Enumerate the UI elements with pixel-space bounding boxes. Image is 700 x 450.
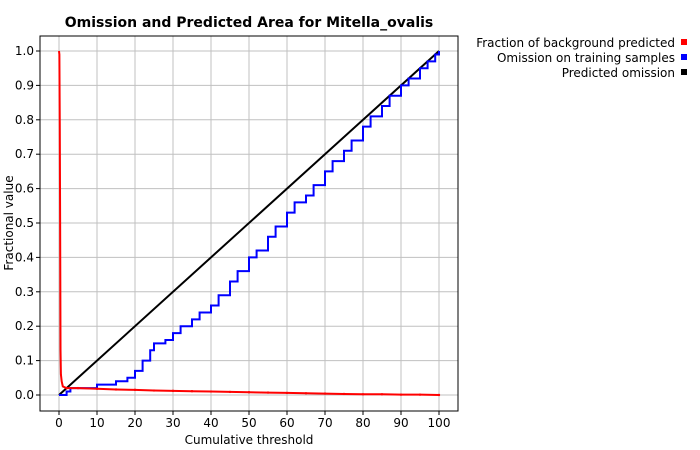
fraction-of-background-predicted-point xyxy=(266,391,270,394)
legend-label-predicted-omission: Predicted omission xyxy=(562,66,675,80)
fraction-of-background-predicted-point xyxy=(76,386,80,390)
fraction-of-background-predicted-point xyxy=(418,393,422,396)
legend-swatch-omission-on-training-samples xyxy=(681,54,687,60)
x-tick-label: 90 xyxy=(393,416,408,430)
y-tick-label: 0.7 xyxy=(15,147,34,161)
predicted-omission-line xyxy=(58,50,440,396)
y-tick-label: 0.4 xyxy=(15,250,34,264)
fraction-of-background-predicted-point xyxy=(323,392,327,395)
y-tick-label: 0.5 xyxy=(15,216,34,230)
fraction-of-background-predicted-point xyxy=(65,386,68,390)
x-tick-label: 70 xyxy=(317,416,332,430)
fraction-of-background-predicted-point xyxy=(361,393,365,396)
fraction-of-background-predicted-point xyxy=(228,390,232,394)
y-tick-label: 0.6 xyxy=(15,182,34,196)
legend: Fraction of background predictedOmission… xyxy=(476,36,687,80)
fraction-of-background-predicted-point xyxy=(95,387,99,391)
x-tick-label: 80 xyxy=(355,416,370,430)
legend-swatch-predicted-omission xyxy=(681,69,687,75)
x-tick-label: 20 xyxy=(127,416,142,430)
y-tick-label: 1.0 xyxy=(15,44,34,58)
x-tick-label: 60 xyxy=(279,416,294,430)
fraction-of-background-predicted-point xyxy=(380,393,384,396)
fraction-of-background-predicted-point xyxy=(152,389,156,392)
x-tick-label: 50 xyxy=(241,416,256,430)
fraction-of-background-predicted-point xyxy=(209,390,213,393)
legend-label-fraction-of-background-predicted: Fraction of background predicted xyxy=(476,36,675,50)
x-tick-label: 100 xyxy=(428,416,451,430)
fraction-of-background-predicted-point xyxy=(304,392,308,395)
fraction-of-background-predicted-point xyxy=(114,388,118,391)
legend-label-omission-on-training-samples: Omission on training samples xyxy=(497,51,675,65)
y-tick-label: 0.3 xyxy=(15,285,34,299)
y-tick-label: 0.0 xyxy=(15,388,34,402)
fraction-of-background-predicted-point xyxy=(171,389,175,393)
omission-on-training-samples-line xyxy=(59,51,440,396)
chart-title: Omission and Predicted Area for Mitella_… xyxy=(65,15,434,31)
series-layer xyxy=(58,50,441,397)
fraction-of-background-predicted-point xyxy=(133,388,137,392)
y-tick-label: 0.9 xyxy=(15,78,34,92)
legend-swatch-fraction-of-background-predicted xyxy=(681,39,687,45)
x-tick-label: 0 xyxy=(55,416,63,430)
fraction-of-background-predicted-point xyxy=(285,391,289,395)
x-tick-label: 40 xyxy=(203,416,218,430)
fraction-of-background-predicted-point xyxy=(190,390,194,393)
y-tick-label: 0.8 xyxy=(15,113,34,127)
tick-layer: 0 10 20 30 40 50 60 70 80 90 100 0.0 0.1 0.2 0.3 0.4 0.5… xyxy=(15,44,451,430)
y-tick-label: 0.1 xyxy=(15,354,34,368)
x-tick-label: 30 xyxy=(165,416,180,430)
fraction-of-background-predicted-point xyxy=(399,393,403,396)
grid xyxy=(40,36,458,411)
fraction-of-background-predicted-point xyxy=(437,393,441,397)
fraction-of-background-predicted-point xyxy=(247,391,251,394)
x-axis-label: Cumulative threshold xyxy=(185,433,314,447)
y-axis-label: Fractional value xyxy=(2,175,16,270)
fraction-of-background-predicted-point xyxy=(342,392,346,396)
x-tick-label: 10 xyxy=(89,416,104,430)
y-tick-label: 0.2 xyxy=(15,319,34,333)
